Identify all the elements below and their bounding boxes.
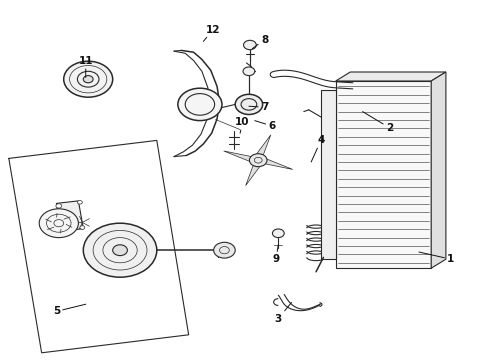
Polygon shape: [224, 151, 251, 161]
Circle shape: [77, 201, 82, 204]
Polygon shape: [56, 201, 83, 231]
Polygon shape: [336, 72, 446, 81]
Circle shape: [83, 76, 93, 83]
Circle shape: [55, 228, 60, 231]
Polygon shape: [321, 90, 336, 259]
Text: 12: 12: [203, 24, 220, 41]
Circle shape: [214, 242, 235, 258]
Circle shape: [249, 154, 267, 167]
Text: 6: 6: [255, 121, 275, 131]
Circle shape: [80, 226, 85, 229]
Text: 4: 4: [311, 135, 325, 162]
Text: 10: 10: [235, 117, 250, 133]
Text: 11: 11: [78, 56, 93, 77]
Text: 3: 3: [275, 302, 292, 324]
Polygon shape: [257, 135, 271, 155]
Circle shape: [113, 245, 127, 256]
Polygon shape: [245, 166, 260, 185]
Circle shape: [178, 88, 222, 121]
Text: 1: 1: [419, 252, 454, 264]
Polygon shape: [431, 72, 446, 268]
Circle shape: [243, 67, 255, 76]
Text: 9: 9: [272, 245, 279, 264]
Text: 2: 2: [363, 112, 393, 133]
Circle shape: [83, 223, 157, 277]
Circle shape: [244, 40, 256, 50]
Polygon shape: [336, 81, 431, 268]
Text: 5: 5: [53, 304, 86, 316]
Circle shape: [39, 209, 78, 238]
Circle shape: [56, 204, 62, 208]
Text: 8: 8: [252, 35, 268, 49]
Text: 7: 7: [249, 102, 269, 112]
Circle shape: [272, 229, 284, 238]
Polygon shape: [266, 159, 293, 170]
Circle shape: [235, 94, 263, 114]
Circle shape: [64, 61, 113, 97]
